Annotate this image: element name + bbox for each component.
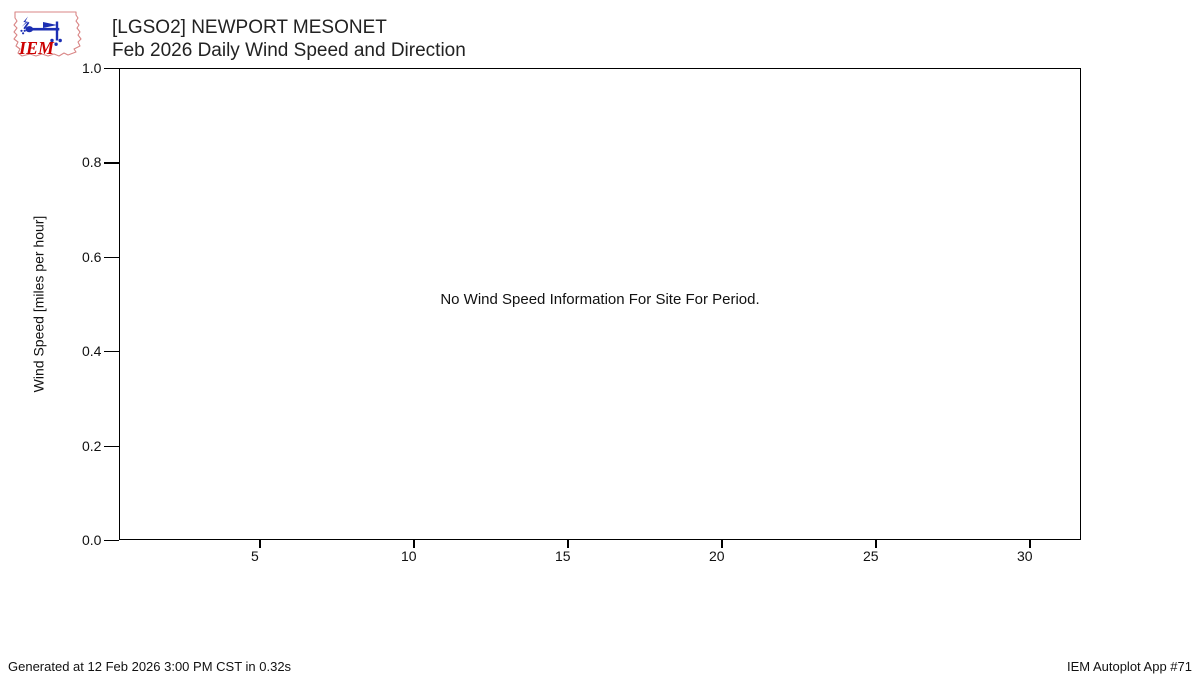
- svg-text:IEM: IEM: [18, 38, 55, 58]
